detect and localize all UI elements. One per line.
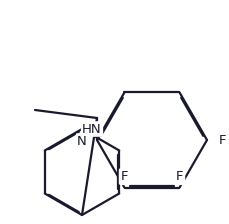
Text: N: N: [77, 134, 87, 147]
Text: HN: HN: [82, 123, 101, 136]
Text: F: F: [218, 134, 226, 146]
Text: F: F: [175, 170, 183, 183]
Text: F: F: [120, 170, 128, 183]
